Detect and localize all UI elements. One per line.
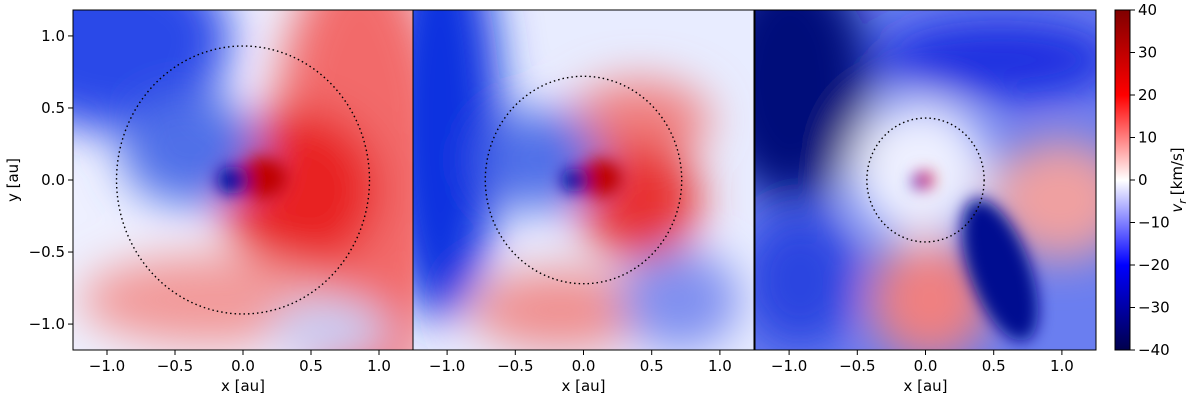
colorbar-tick-label: 20: [1138, 86, 1157, 104]
heatmap-image: [73, 10, 413, 350]
x-tick-label: 0.0: [572, 357, 596, 375]
colorbar-tick-label: 40: [1138, 1, 1157, 19]
x-tick-label: −0.5: [839, 357, 875, 375]
heatmap-image: [755, 10, 1096, 350]
colorbar-tick-label: 30: [1138, 44, 1157, 62]
colorbar: [1114, 9, 1131, 351]
x-axis-label: x [au]: [221, 377, 265, 395]
x-tick-label: −0.5: [157, 357, 193, 375]
subscript: r: [1176, 198, 1189, 204]
colorbar-tick-label: −40: [1138, 341, 1170, 359]
radius-circle: [115, 45, 371, 315]
y-tick-label: 0.5: [41, 99, 65, 117]
x-tick-label: 0.5: [299, 357, 323, 375]
y-axis-label: y [au]: [4, 158, 22, 202]
x-tick-label: 0.5: [982, 357, 1006, 375]
x-tick-label: −0.5: [497, 357, 533, 375]
x-axis-label: x [au]: [903, 377, 947, 395]
x-tick-label: −1.0: [429, 357, 465, 375]
y-tick-label: 0.0: [41, 171, 65, 189]
radius-circle: [484, 75, 683, 285]
x-tick-label: −1.0: [89, 357, 125, 375]
x-tick-label: 1.0: [1050, 357, 1074, 375]
colorbar-tick-label: 0: [1138, 171, 1148, 189]
colorbar-tick-label: −10: [1138, 214, 1170, 232]
heatmap-image: [413, 10, 754, 350]
y-tick-label: 1.0: [41, 27, 65, 45]
x-tick-label: 0.5: [640, 357, 664, 375]
symbol: v: [1168, 203, 1186, 213]
colorbar-label: vr [km/s]: [1168, 147, 1189, 212]
x-tick-label: −1.0: [771, 357, 807, 375]
x-tick-label: 0.0: [914, 357, 938, 375]
x-tick-label: 1.0: [708, 357, 732, 375]
x-axis-label: x [au]: [561, 377, 605, 395]
colorbar-tick-label: −30: [1138, 299, 1170, 317]
x-tick-label: 0.0: [231, 357, 255, 375]
colorbar-tick-label: 10: [1138, 129, 1157, 147]
colorbar-tick-label: −20: [1138, 256, 1170, 274]
x-tick-label: 1.0: [367, 357, 391, 375]
y-tick-label: −0.5: [29, 243, 65, 261]
radius-circle: [866, 117, 985, 243]
y-tick-label: −1.0: [29, 315, 65, 333]
unit: [km/s]: [1168, 147, 1186, 195]
